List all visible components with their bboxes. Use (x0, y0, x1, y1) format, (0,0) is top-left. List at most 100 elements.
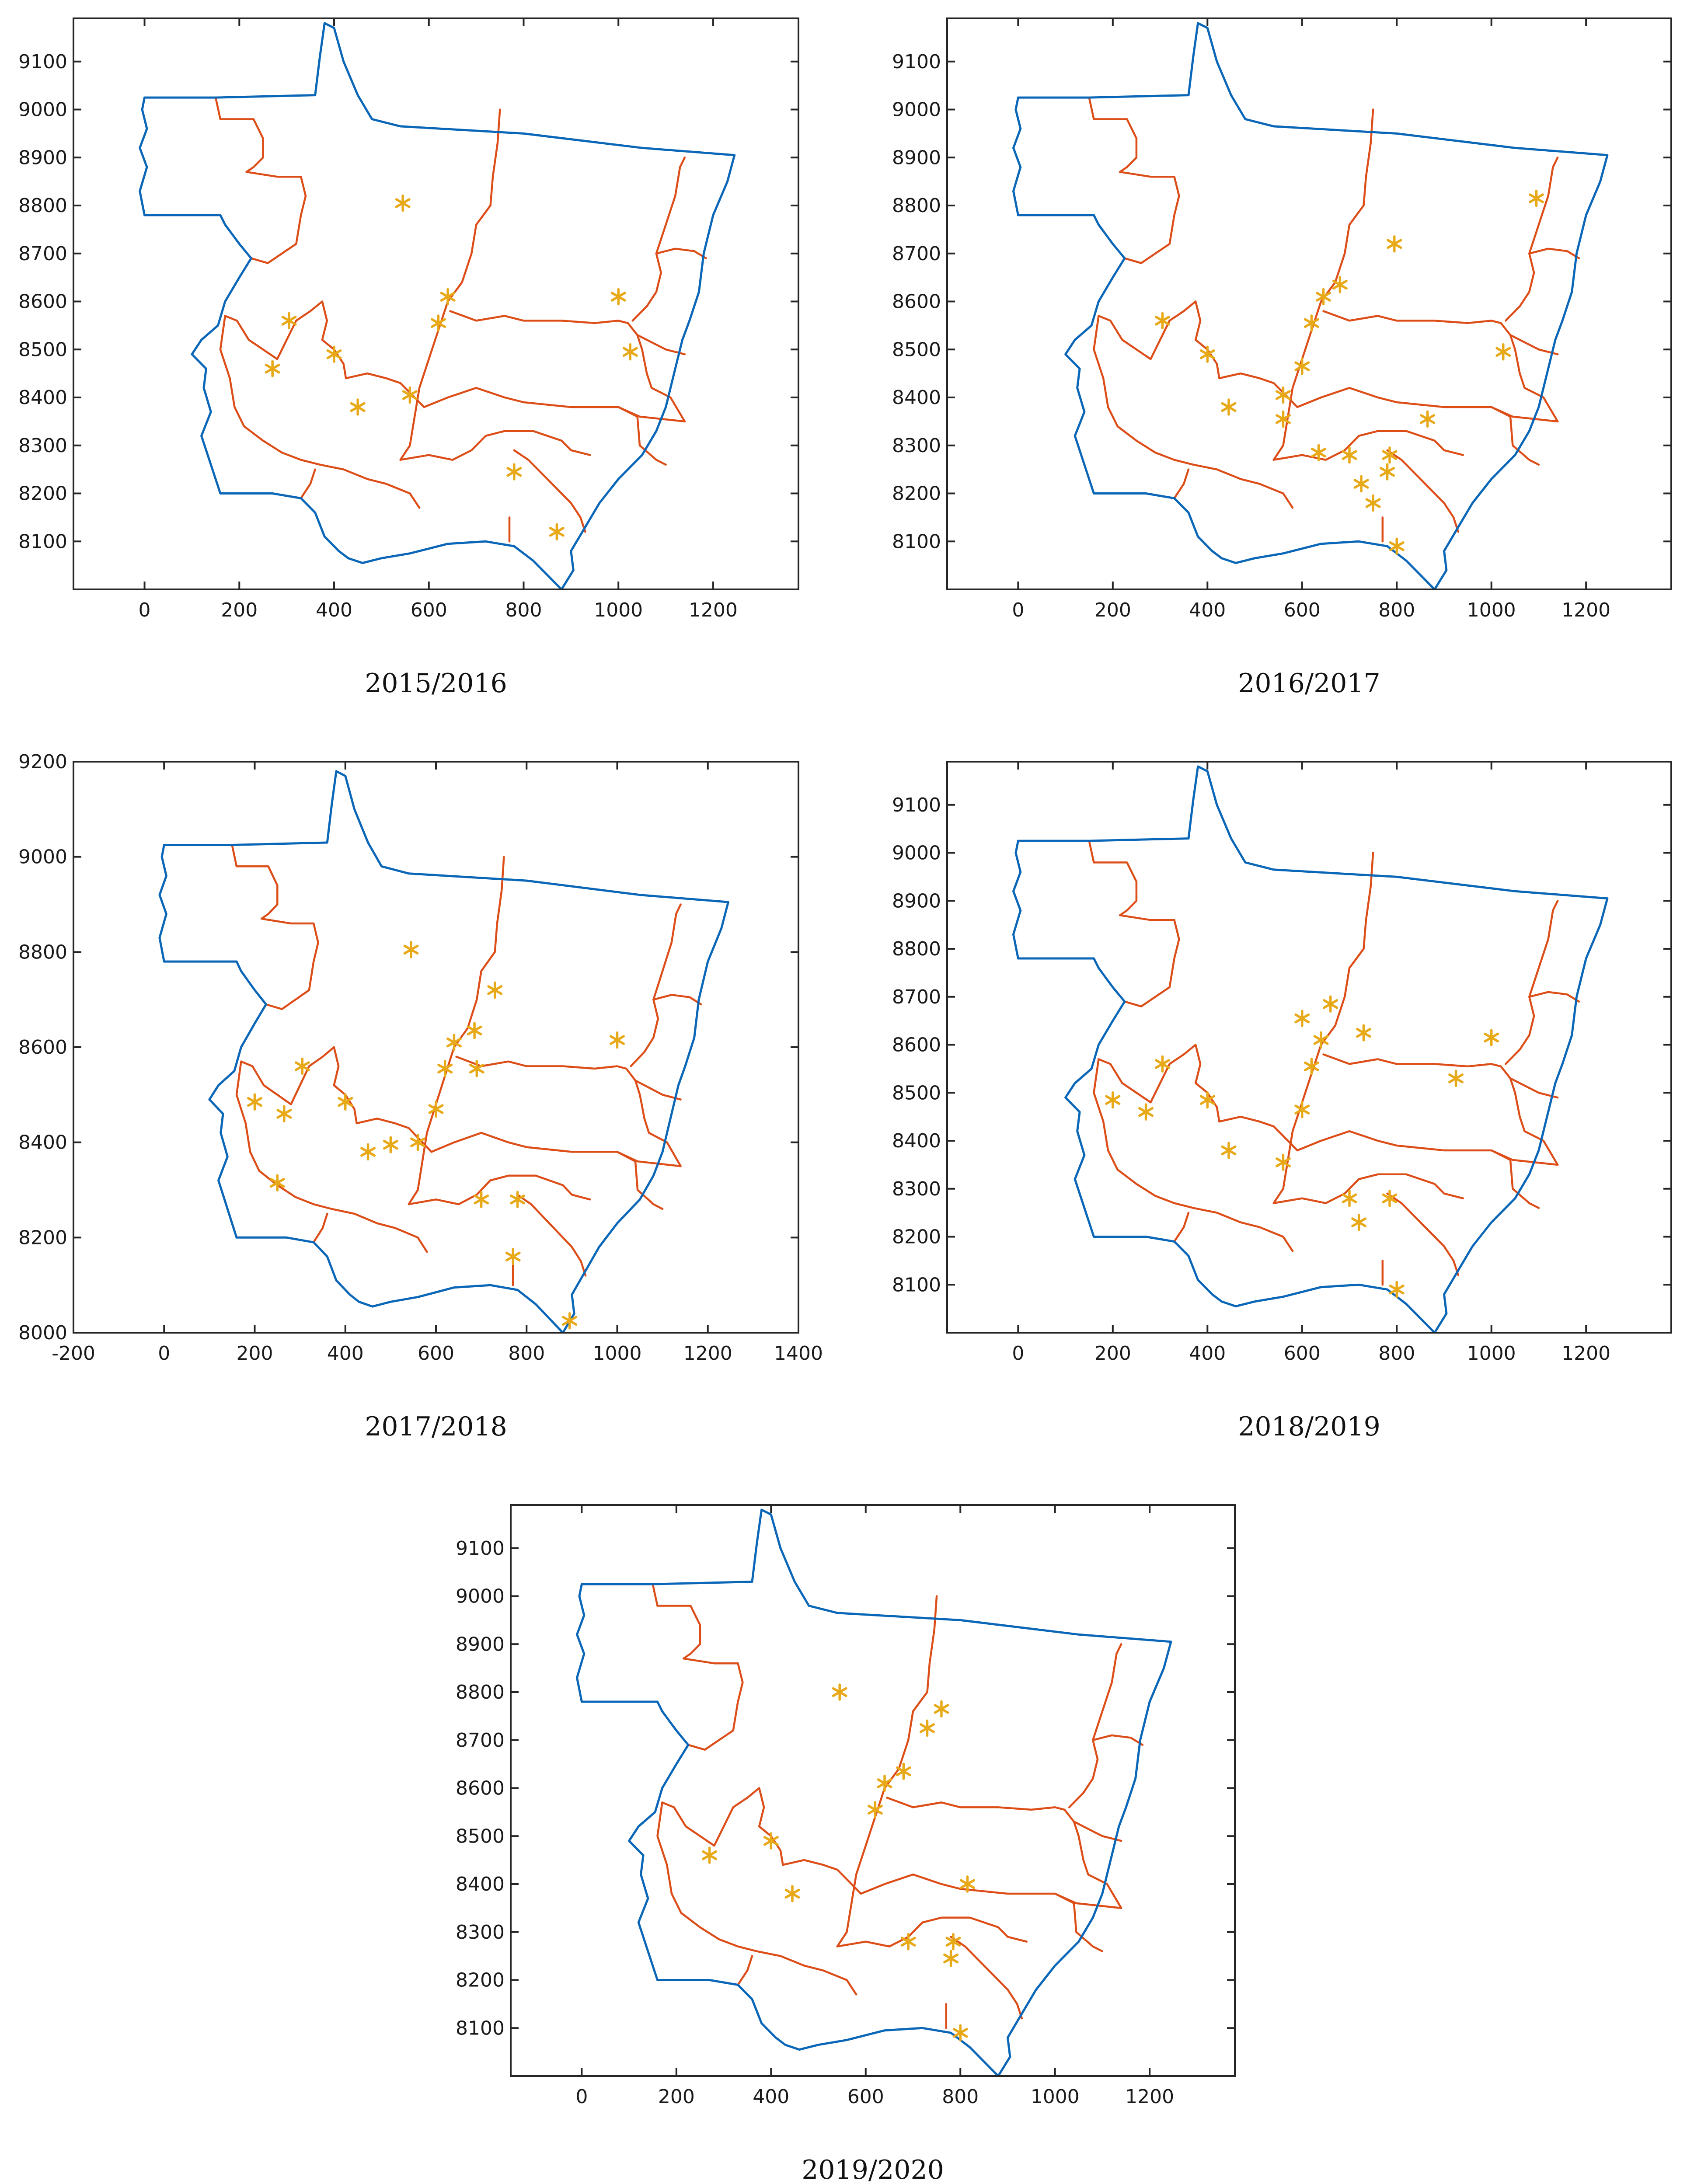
internal-division-line (516, 1194, 587, 1277)
station-marker (1448, 1069, 1464, 1087)
internal-division-line (449, 310, 686, 423)
state-boundary-outline (576, 1508, 1172, 2076)
y-tick-label: 8200 (18, 1226, 67, 1249)
y-tick-label: 8300 (892, 435, 941, 457)
station-marker (1138, 1103, 1154, 1121)
station-marker (934, 1700, 949, 1718)
internal-division-line (652, 994, 702, 1006)
y-tick-label: 8500 (892, 338, 941, 361)
state-boundary-outline (139, 22, 736, 589)
station-marker (832, 1683, 847, 1701)
y-tick-label: 8800 (18, 941, 67, 963)
internal-division-line (312, 1212, 328, 1244)
station-marker (383, 1136, 398, 1153)
state-boundary-outline (1012, 22, 1609, 589)
y-tick-label: 9100 (892, 794, 941, 816)
state-boundary-outline (158, 770, 729, 1333)
x-tick-label: 0 (1012, 1342, 1024, 1365)
y-tick-label: 8300 (892, 1178, 941, 1200)
axes-frame (510, 1504, 1236, 2077)
internal-division-line (836, 1595, 938, 1947)
station-marker (896, 1763, 911, 1780)
x-tick-label: 400 (327, 1342, 364, 1365)
internal-division-line (1504, 157, 1559, 322)
y-tick-label: 8700 (892, 243, 941, 265)
station-marker (549, 523, 565, 541)
station-marker (1275, 1153, 1291, 1171)
y-tick-label: 9100 (456, 1537, 505, 1560)
station-marker (900, 1933, 916, 1951)
station-marker (1342, 1189, 1357, 1207)
x-tick-label: 1000 (1467, 1342, 1516, 1365)
station-marker (1382, 446, 1398, 464)
internal-division-line (630, 903, 682, 1067)
x-tick-label: 1200 (1562, 599, 1610, 621)
panel-3: -200 0 200 400 600 800 1000 1200 1400 8000 8200 840… (18, 751, 823, 1442)
station-marker (1311, 444, 1327, 461)
y-tick-label: 8500 (18, 338, 67, 361)
x-tick-label: 1200 (1125, 2086, 1174, 2108)
x-tick-label: 600 (1284, 599, 1321, 621)
x-tick-label: 0 (575, 2086, 588, 2108)
x-tick-label: 200 (1094, 1342, 1131, 1365)
internal-division-line (1088, 839, 1180, 1007)
station-marker (428, 1100, 444, 1118)
internal-division-line (240, 1046, 432, 1153)
y-tick-label: 8900 (456, 1633, 505, 1655)
panel-group: 0 200 400 600 800 1000 1200 8100 8200 8300 8400 850… (18, 17, 1672, 2184)
internal-division-line (1322, 1053, 1559, 1166)
internal-division-line (1272, 430, 1464, 461)
y-tick-label: 8000 (18, 1322, 67, 1344)
x-tick-label: 0 (139, 599, 151, 621)
station-marker (265, 360, 280, 377)
internal-division-line (631, 157, 686, 322)
y-tick-label: 9000 (18, 99, 67, 121)
map-layer (576, 1508, 1172, 2076)
station-marker (395, 194, 411, 212)
x-tick-label: 200 (1094, 599, 1131, 621)
station-marker (294, 1057, 310, 1075)
panel-caption: 2018/2019 (1238, 1411, 1380, 1442)
station-marker (877, 1774, 892, 1792)
internal-division-line (1272, 852, 1374, 1204)
panel-5: 0 200 400 600 800 1000 1200 8100 8200 8300 8400 850… (456, 1504, 1236, 2184)
y-tick-label: 8400 (892, 1130, 941, 1152)
internal-division-line (1093, 315, 1294, 509)
y-tick-label: 8600 (456, 1777, 505, 1800)
x-tick-label: 800 (1378, 599, 1415, 621)
internal-division-line (737, 1955, 753, 1986)
y-tick-label: 8300 (18, 435, 67, 457)
station-marker (350, 398, 366, 416)
station-marker (702, 1846, 718, 1864)
internal-division-line (656, 1801, 857, 1996)
station-marker (487, 981, 503, 999)
axes-frame (73, 17, 799, 590)
station-marker (281, 312, 297, 330)
station-marker (1294, 1010, 1310, 1027)
station-marker (403, 941, 419, 958)
internal-division-line (1054, 1892, 1122, 1909)
y-tick-label: 8100 (456, 2017, 505, 2039)
panel-2: 0 200 400 600 800 1000 1200 8100 8200 8300 8400 850… (892, 17, 1672, 699)
internal-division-line (655, 247, 707, 259)
station-marker (784, 1885, 800, 1902)
internal-division-line (652, 1583, 744, 1751)
y-tick-label: 8800 (892, 195, 941, 217)
station-marker (1304, 314, 1319, 332)
station-marker (610, 1031, 625, 1049)
station-marker (510, 1191, 525, 1209)
internal-division-line (455, 1055, 682, 1167)
station-marker (410, 1133, 426, 1151)
station-marker (437, 1060, 453, 1077)
x-tick-label: -200 (52, 1342, 95, 1365)
x-tick-label: 1200 (1562, 1342, 1610, 1365)
station-marker (360, 1143, 376, 1161)
y-tick-label: 8600 (892, 1034, 941, 1056)
map-layer (1012, 765, 1609, 1333)
station-marker (326, 345, 342, 363)
station-marker (1199, 1091, 1215, 1109)
station-marker (1351, 1213, 1367, 1231)
station-marker (1356, 1024, 1371, 1041)
station-marker (622, 343, 638, 361)
